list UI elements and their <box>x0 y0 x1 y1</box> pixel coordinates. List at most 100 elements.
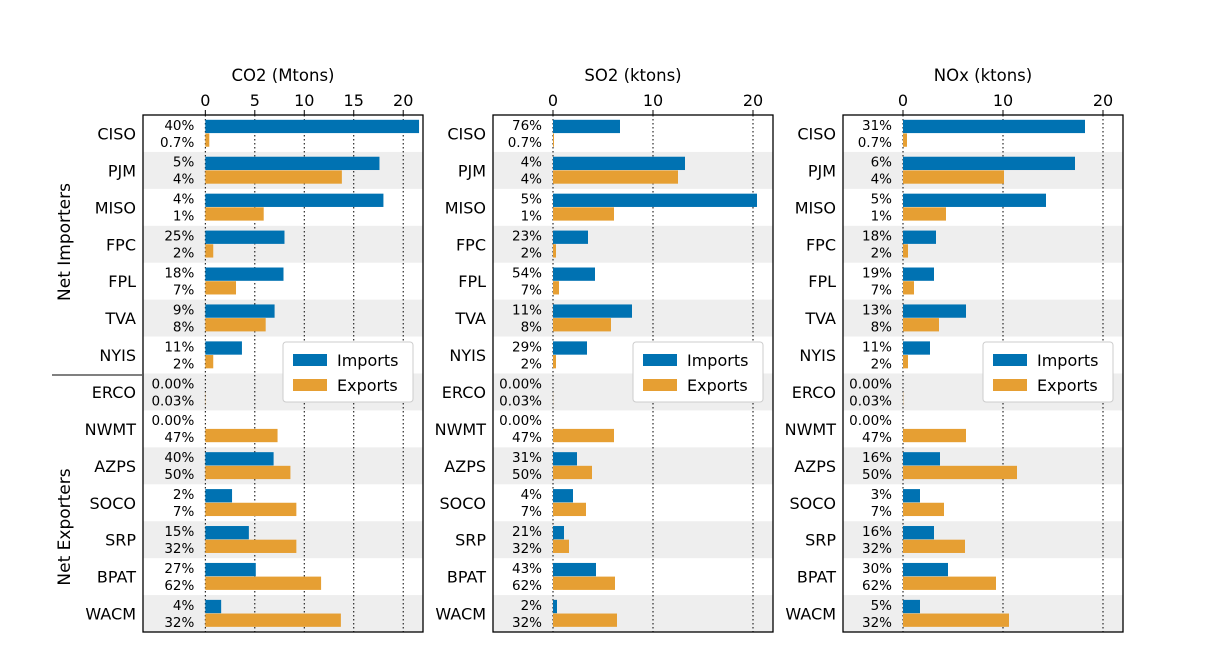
panel-frame <box>492 114 774 633</box>
net-exporters-label: Net Exporters <box>55 468 75 585</box>
bar-exports <box>903 539 965 553</box>
category-label: MISO <box>795 198 836 217</box>
pct-label-exports: 7% <box>871 282 893 298</box>
pct-label-exports: 32% <box>862 541 892 557</box>
bar-exports <box>205 318 266 332</box>
bar-exports <box>903 502 944 517</box>
pct-label-exports: 47% <box>512 430 542 446</box>
category-label: NYIS <box>799 346 836 365</box>
pct-label-exports: 32% <box>512 615 542 631</box>
bar-imports <box>903 599 920 614</box>
pct-label-exports: 1% <box>521 209 543 225</box>
pct-label-imports: 16% <box>862 524 892 540</box>
bar-imports <box>903 230 936 244</box>
legend-label-exports: Exports <box>337 376 398 395</box>
bar-exports <box>553 133 554 147</box>
x-tick-label: 0 <box>548 91 558 110</box>
x-tick-label: 20 <box>393 91 413 110</box>
row-band <box>493 299 773 337</box>
bar-imports <box>553 304 632 318</box>
bar-exports <box>553 502 586 517</box>
bar-exports <box>205 465 291 480</box>
bar-imports <box>205 599 222 614</box>
pct-label-imports: 76% <box>512 118 542 134</box>
bar-imports <box>553 119 620 134</box>
pct-label-imports: 18% <box>164 265 194 281</box>
bar-exports <box>903 170 1004 184</box>
bar-exports <box>205 539 297 553</box>
bar-imports <box>903 452 940 466</box>
category-label: SRP <box>105 531 136 550</box>
pct-label-exports: 0.03% <box>499 393 542 409</box>
pct-label-exports: 32% <box>164 541 194 557</box>
bar-imports <box>553 452 577 466</box>
category-label: SOCO <box>439 494 486 513</box>
panels: 40%0.7%CISO5%4%PJM4%1%MISO25%2%FPC18%7%F… <box>85 66 1124 633</box>
row-band <box>493 225 773 263</box>
bar-exports <box>553 281 559 295</box>
bar-exports <box>903 613 1009 627</box>
bar-imports <box>553 156 685 171</box>
category-label: TVA <box>804 309 836 328</box>
bar-imports <box>553 489 573 503</box>
x-tick-label: 10 <box>993 91 1013 110</box>
category-label: WACM <box>85 605 136 624</box>
pct-label-exports: 4% <box>173 172 195 188</box>
pct-label-imports: 2% <box>173 487 195 503</box>
x-tick-label: 10 <box>294 91 314 110</box>
chart-title: SO2 (ktons) <box>584 66 681 85</box>
pct-label-imports: 5% <box>521 192 543 208</box>
bar-imports <box>205 267 284 281</box>
pct-label-imports: 5% <box>871 192 893 208</box>
pct-label-exports: 0.7% <box>160 135 194 151</box>
legend-label-exports: Exports <box>687 376 748 395</box>
category-label: SOCO <box>789 494 836 513</box>
row-band <box>843 521 1123 559</box>
pct-label-imports: 0.00% <box>151 413 194 429</box>
bar-exports <box>903 355 908 369</box>
bar-exports <box>903 207 946 221</box>
bar-imports <box>205 341 242 355</box>
bar-imports <box>553 267 595 281</box>
bar-imports <box>903 562 948 577</box>
pct-label-exports: 50% <box>164 467 194 483</box>
net-importers-label: Net Importers <box>55 183 75 301</box>
pct-label-exports: 47% <box>862 430 892 446</box>
pct-label-exports: 32% <box>512 541 542 557</box>
bar-exports <box>903 318 939 332</box>
category-label: FPC <box>106 235 136 254</box>
pct-label-exports: 62% <box>862 578 892 594</box>
bar-imports <box>903 489 920 503</box>
bar-imports <box>903 119 1085 134</box>
pct-label-exports: 1% <box>871 209 893 225</box>
legend-swatch-imports <box>643 354 677 366</box>
category-label: NWMT <box>435 420 487 439</box>
chart-title: CO2 (Mtons) <box>232 66 335 85</box>
category-label: AZPS <box>794 457 836 476</box>
category-label: NWMT <box>785 420 837 439</box>
pct-label-imports: 4% <box>173 598 195 614</box>
pct-label-imports: 25% <box>164 229 194 245</box>
pct-label-imports: 11% <box>512 302 542 318</box>
pct-label-imports: 0.00% <box>849 413 892 429</box>
pct-label-imports: 5% <box>173 155 195 171</box>
pct-label-exports: 32% <box>862 615 892 631</box>
x-tick-label: 10 <box>643 91 663 110</box>
category-label: BPAT <box>447 568 486 587</box>
pct-label-imports: 31% <box>512 450 542 466</box>
x-tick-label: 0 <box>200 91 210 110</box>
bar-exports <box>205 355 214 369</box>
pct-label-exports: 62% <box>512 578 542 594</box>
pct-label-exports: 0.03% <box>151 393 194 409</box>
bar-exports <box>553 318 611 332</box>
bar-exports <box>553 170 678 184</box>
pct-label-exports: 2% <box>173 246 195 262</box>
chart-panel-2: 31%0.7%CISO6%4%PJM5%1%MISO18%2%FPC19%7%F… <box>785 66 1124 633</box>
bar-imports <box>553 341 587 355</box>
category-label: NWMT <box>85 420 137 439</box>
row-band <box>493 447 773 485</box>
category-label: PJM <box>808 161 836 180</box>
bar-imports <box>553 230 588 244</box>
category-label: PJM <box>458 161 486 180</box>
pct-label-imports: 29% <box>512 339 542 355</box>
